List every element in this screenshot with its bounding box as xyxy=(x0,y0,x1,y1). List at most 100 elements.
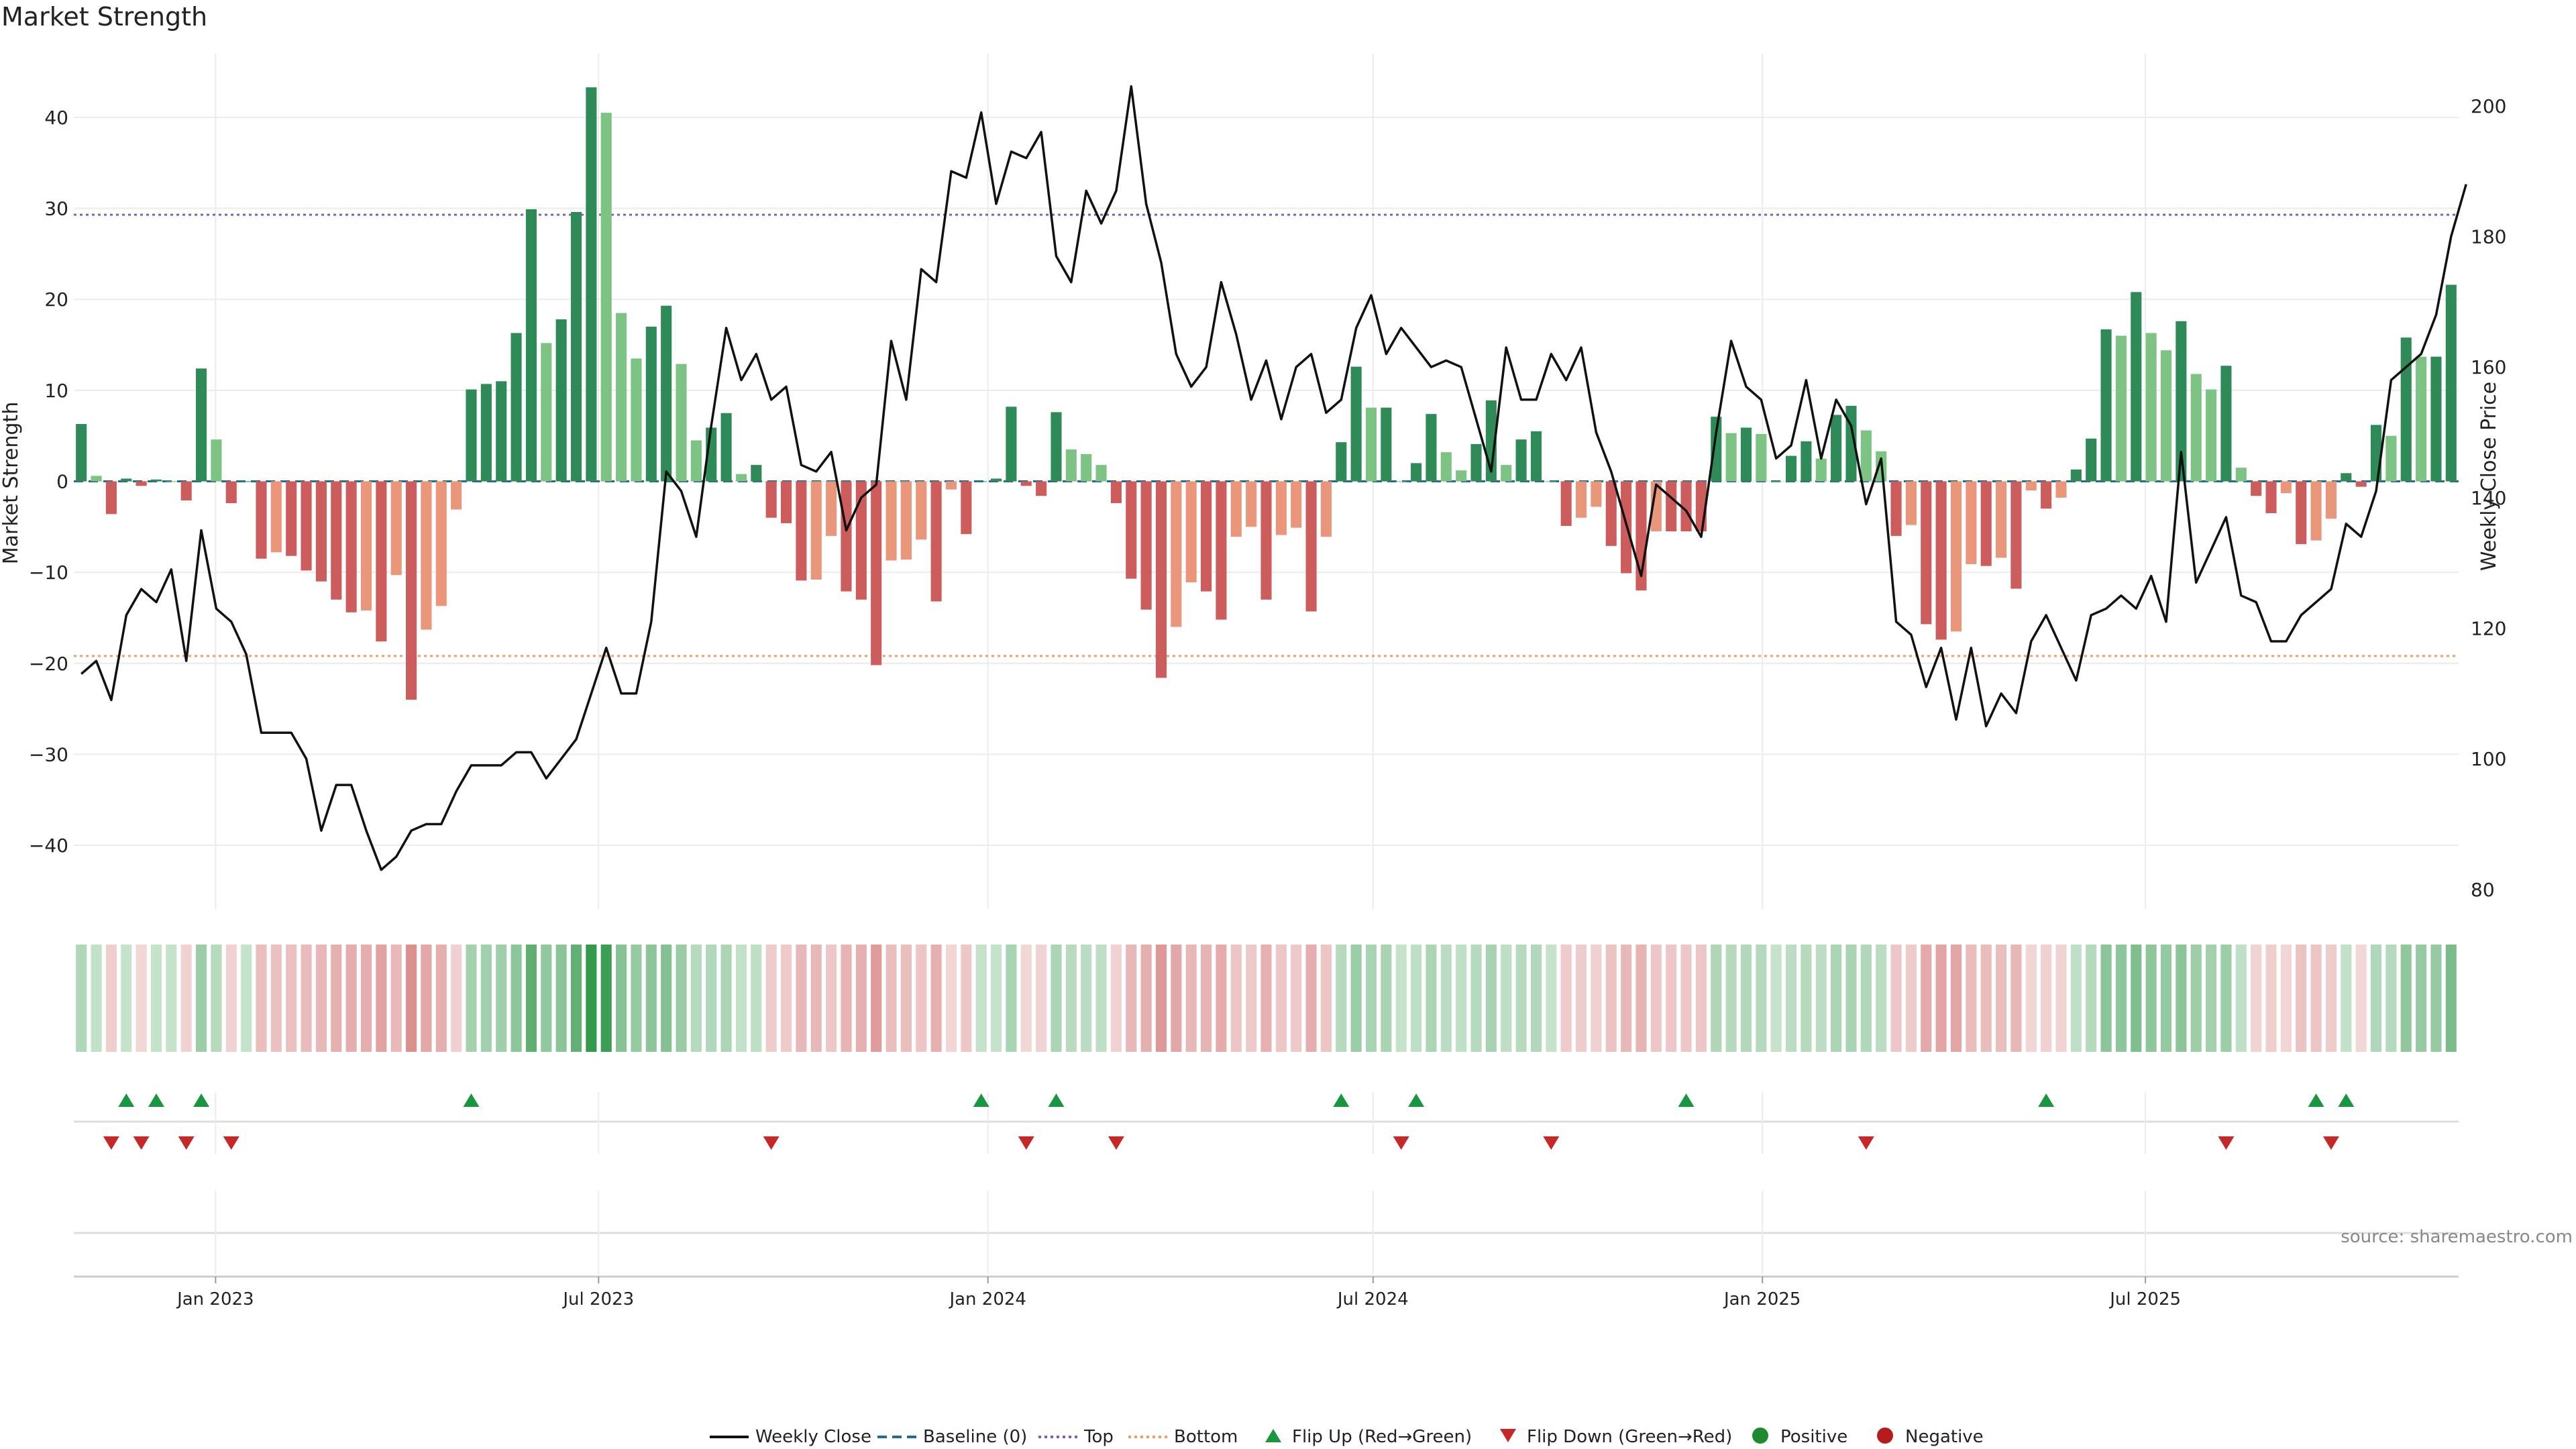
heat-cell xyxy=(1740,945,1752,1052)
heat-cell xyxy=(841,945,852,1052)
heat-cell xyxy=(2235,945,2247,1052)
strength-bar xyxy=(1785,455,1797,482)
heat-cell xyxy=(765,945,777,1052)
flip-down-marker xyxy=(223,1136,239,1150)
legend-label: Baseline (0) xyxy=(923,1427,1027,1447)
legend-dot-icon xyxy=(1752,1428,1768,1444)
heat-cell xyxy=(2025,945,2037,1052)
flip-down-marker xyxy=(763,1136,780,1150)
strength-bar xyxy=(2176,321,2187,482)
strength-bar xyxy=(1426,414,1437,482)
heat-cell xyxy=(2416,945,2427,1052)
legend-label: Flip Down (Green→Red) xyxy=(1527,1427,1732,1447)
heat-cell xyxy=(2445,945,2457,1052)
y-left-tick-label: 30 xyxy=(44,198,68,220)
strength-bar xyxy=(525,209,537,482)
strength-bar xyxy=(1560,481,1572,526)
heat-cell xyxy=(466,945,477,1052)
heat-cell xyxy=(1305,945,1317,1052)
heat-cell xyxy=(1560,945,1572,1052)
heat-cell xyxy=(2041,945,2052,1052)
heat-cell xyxy=(1650,945,1662,1052)
flip-down-marker xyxy=(2218,1136,2235,1150)
heat-cell xyxy=(1381,945,1392,1052)
strength-bar xyxy=(1365,407,1377,482)
flip-markers xyxy=(103,1093,2355,1150)
strength-bar xyxy=(990,478,1002,482)
heat-cell xyxy=(916,945,927,1052)
heat-cell xyxy=(2251,945,2262,1052)
strength-bar xyxy=(2206,389,2217,482)
strength-bar xyxy=(555,319,567,482)
strength-bar xyxy=(900,481,912,560)
strength-bar xyxy=(1815,458,1827,482)
strength-bar xyxy=(1935,481,1947,640)
strength-bar xyxy=(1440,452,1452,482)
strength-heat-strip xyxy=(76,945,2457,1052)
strength-bar xyxy=(690,440,702,482)
heat-cell xyxy=(1890,945,1902,1052)
strength-bar xyxy=(1470,443,1482,482)
strength-bar xyxy=(105,481,117,515)
flip-up-marker xyxy=(2338,1093,2355,1107)
legend-label: Flip Up (Red→Green) xyxy=(1292,1427,1472,1447)
strength-bar xyxy=(1095,465,1107,482)
strength-bar xyxy=(1140,481,1152,610)
strength-bar xyxy=(916,481,927,540)
heat-cell xyxy=(1470,945,1482,1052)
strength-bar xyxy=(541,343,552,482)
strength-bar xyxy=(1246,481,1257,527)
strength-bar xyxy=(1275,481,1287,535)
heat-cell xyxy=(1065,945,1077,1052)
strength-bar xyxy=(1126,481,1137,579)
heat-cell xyxy=(2070,945,2082,1052)
heat-cell xyxy=(2190,945,2202,1052)
heat-cell xyxy=(1456,945,1467,1052)
strength-bar xyxy=(855,481,867,600)
strength-bar xyxy=(600,113,612,482)
flip-down-marker xyxy=(178,1136,195,1150)
heat-cell xyxy=(1006,945,1017,1052)
strength-bar xyxy=(661,305,672,482)
weekly-close-path xyxy=(80,85,2467,871)
strength-bar xyxy=(511,333,522,482)
heat-cell xyxy=(345,945,357,1052)
heat-cell xyxy=(1831,945,1842,1052)
heat-cell xyxy=(1081,945,1092,1052)
strength-bar xyxy=(1020,481,1032,486)
strength-bar xyxy=(631,358,642,482)
heat-cell xyxy=(930,945,942,1052)
strength-bar xyxy=(2445,284,2457,482)
heat-cell xyxy=(900,945,912,1052)
heat-cell xyxy=(2220,945,2232,1052)
heat-cell xyxy=(2296,945,2307,1052)
y-left-tick-label: −20 xyxy=(29,653,68,675)
heat-cell xyxy=(2280,945,2292,1052)
heat-cell xyxy=(945,945,957,1052)
heat-cell xyxy=(1485,945,1497,1052)
heat-cell xyxy=(1666,945,1677,1052)
legend-label: Bottom xyxy=(1174,1427,1238,1447)
chart-title: Market Strength xyxy=(1,2,207,32)
strength-bar xyxy=(2355,481,2367,487)
heat-cell xyxy=(1216,945,1227,1052)
strength-bar xyxy=(1605,481,1617,546)
strength-bar xyxy=(91,476,102,482)
flip-up-marker xyxy=(193,1093,210,1107)
flip-down-marker xyxy=(1018,1136,1034,1150)
y-left-tick-label: 10 xyxy=(44,380,68,402)
strength-bar xyxy=(616,313,627,482)
heat-cell xyxy=(855,945,867,1052)
strength-bar xyxy=(930,481,942,602)
weekly-close-line xyxy=(80,85,2467,871)
y-left-tick-label: 40 xyxy=(44,107,68,129)
flip-panel xyxy=(74,1092,2459,1154)
heat-cell xyxy=(1185,945,1197,1052)
strength-bar xyxy=(2055,481,2067,498)
strength-bar xyxy=(885,481,897,561)
heat-cell xyxy=(1426,945,1437,1052)
strength-bar xyxy=(1591,481,1602,507)
heat-cell xyxy=(2400,945,2412,1052)
strength-bar xyxy=(331,481,342,600)
flip-up-marker xyxy=(1048,1093,1065,1107)
